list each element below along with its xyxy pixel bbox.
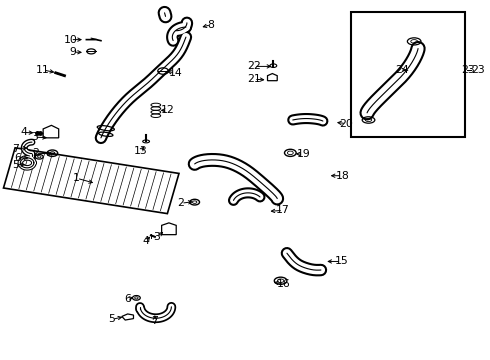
Text: 23: 23 xyxy=(471,65,485,75)
Text: 7: 7 xyxy=(151,316,158,326)
Text: 13: 13 xyxy=(133,147,147,157)
Text: 3: 3 xyxy=(153,232,160,242)
Text: 19: 19 xyxy=(296,149,310,159)
Text: 22: 22 xyxy=(247,62,261,71)
Text: 7: 7 xyxy=(13,144,20,154)
Text: 10: 10 xyxy=(63,35,77,45)
Text: 20: 20 xyxy=(339,118,353,129)
Text: 5: 5 xyxy=(109,314,116,324)
Text: 24: 24 xyxy=(395,65,409,75)
Text: 15: 15 xyxy=(335,256,348,266)
Text: 6: 6 xyxy=(15,153,22,163)
Text: 21: 21 xyxy=(247,74,261,84)
Text: 16: 16 xyxy=(277,279,291,289)
Text: 5: 5 xyxy=(13,159,20,170)
Ellipse shape xyxy=(35,154,43,159)
Text: 6: 6 xyxy=(124,294,131,303)
Text: 8: 8 xyxy=(208,19,215,30)
Text: 14: 14 xyxy=(169,68,182,78)
Text: 4: 4 xyxy=(143,237,149,247)
Text: 17: 17 xyxy=(276,205,290,215)
FancyBboxPatch shape xyxy=(3,148,179,213)
Text: 12: 12 xyxy=(161,105,174,115)
Text: 2: 2 xyxy=(32,148,39,158)
Text: 4: 4 xyxy=(20,127,27,138)
Text: 23: 23 xyxy=(461,65,474,75)
Text: 1: 1 xyxy=(73,173,80,183)
Text: 9: 9 xyxy=(70,47,77,57)
Ellipse shape xyxy=(132,296,140,300)
Text: 3: 3 xyxy=(31,132,38,142)
Text: 2: 2 xyxy=(178,198,185,208)
Text: 18: 18 xyxy=(336,171,349,181)
Bar xyxy=(351,12,465,137)
Text: 11: 11 xyxy=(36,65,50,75)
